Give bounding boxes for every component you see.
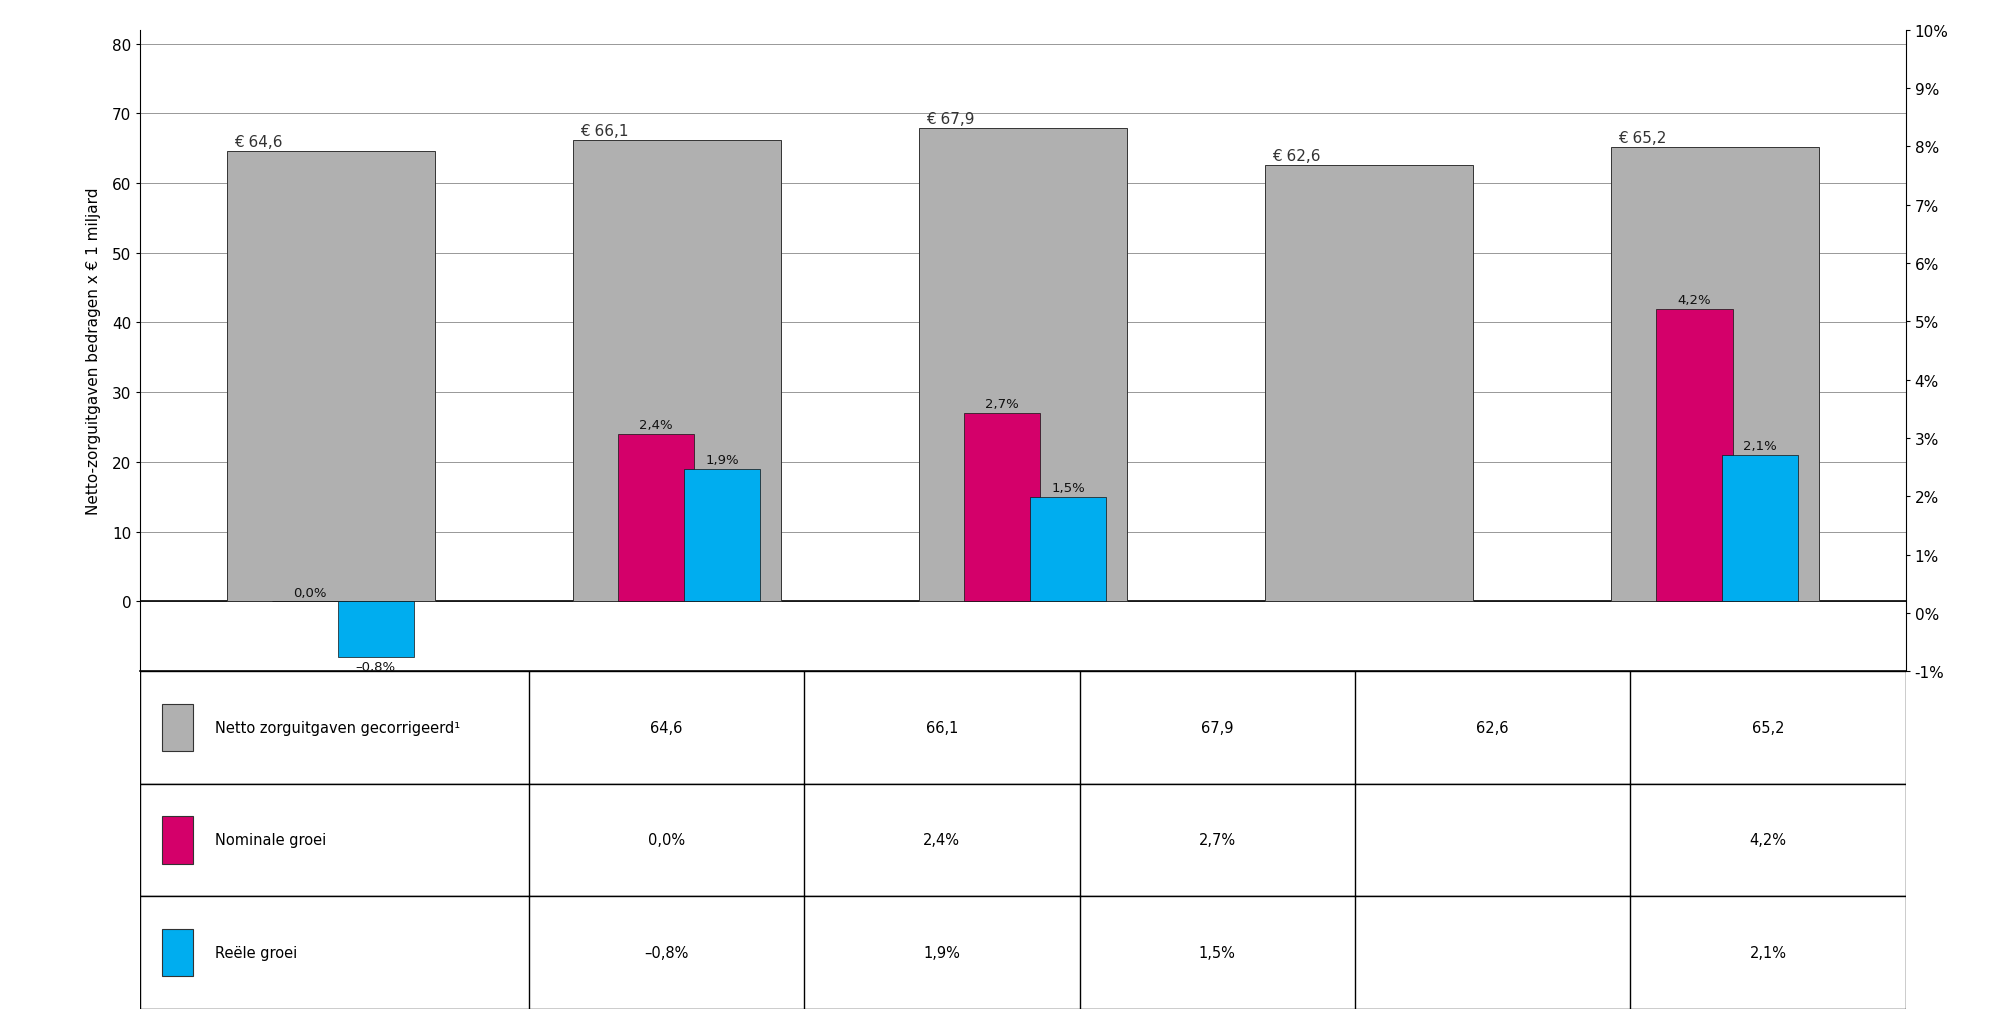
Text: –0,8%: –0,8% bbox=[355, 660, 395, 674]
Text: 2,4%: 2,4% bbox=[640, 419, 672, 432]
Text: 2,7%: 2,7% bbox=[1199, 833, 1235, 848]
Bar bbox=[140, 784, 1905, 897]
Bar bbox=[162, 816, 192, 864]
Text: 4,2%: 4,2% bbox=[1676, 293, 1710, 307]
Text: 0,0%: 0,0% bbox=[293, 586, 327, 599]
Bar bbox=[1722, 455, 1798, 602]
Text: 67,9: 67,9 bbox=[1201, 720, 1233, 735]
Text: € 62,6: € 62,6 bbox=[1271, 149, 1319, 164]
Bar bbox=[964, 414, 1041, 602]
Text: –0,8%: –0,8% bbox=[644, 945, 688, 960]
Bar bbox=[918, 128, 1127, 602]
Text: € 65,2: € 65,2 bbox=[1618, 130, 1666, 146]
Text: € 67,9: € 67,9 bbox=[926, 112, 974, 126]
Text: 2,1%: 2,1% bbox=[1748, 945, 1786, 960]
Bar bbox=[162, 929, 192, 976]
Text: 1,5%: 1,5% bbox=[1199, 945, 1235, 960]
Bar bbox=[227, 152, 435, 602]
Text: 2,7%: 2,7% bbox=[984, 398, 1019, 411]
Text: 1,5%: 1,5% bbox=[1051, 482, 1085, 494]
Text: 1,9%: 1,9% bbox=[922, 945, 960, 960]
Text: 64,6: 64,6 bbox=[650, 720, 682, 735]
Text: 2,1%: 2,1% bbox=[1742, 440, 1776, 452]
Text: 1,9%: 1,9% bbox=[706, 453, 738, 467]
Bar bbox=[618, 435, 694, 602]
Text: 62,6: 62,6 bbox=[1476, 720, 1508, 735]
Bar bbox=[337, 602, 413, 657]
Text: 4,2%: 4,2% bbox=[1748, 833, 1786, 848]
Y-axis label: Netto-zorguitgaven bedragen x € 1 miljard: Netto-zorguitgaven bedragen x € 1 miljar… bbox=[86, 187, 100, 515]
Text: Netto zorguitgaven gecorrigeerd¹: Netto zorguitgaven gecorrigeerd¹ bbox=[215, 720, 459, 735]
Text: Reële groei: Reële groei bbox=[215, 945, 297, 960]
Bar bbox=[573, 142, 780, 602]
Text: € 66,1: € 66,1 bbox=[579, 124, 628, 140]
Text: 65,2: 65,2 bbox=[1750, 720, 1782, 735]
Bar bbox=[1265, 166, 1472, 602]
Bar bbox=[1029, 497, 1105, 602]
Text: 2,4%: 2,4% bbox=[922, 833, 960, 848]
Bar bbox=[162, 704, 192, 751]
Text: Nominale groei: Nominale groei bbox=[215, 833, 325, 848]
Bar bbox=[1656, 309, 1732, 602]
Bar bbox=[140, 897, 1905, 1009]
Text: € 64,6: € 64,6 bbox=[235, 135, 283, 150]
Text: 66,1: 66,1 bbox=[924, 720, 958, 735]
Bar bbox=[684, 470, 760, 602]
Bar bbox=[1610, 148, 1819, 602]
Text: 0,0%: 0,0% bbox=[648, 833, 684, 848]
Bar bbox=[140, 672, 1905, 784]
